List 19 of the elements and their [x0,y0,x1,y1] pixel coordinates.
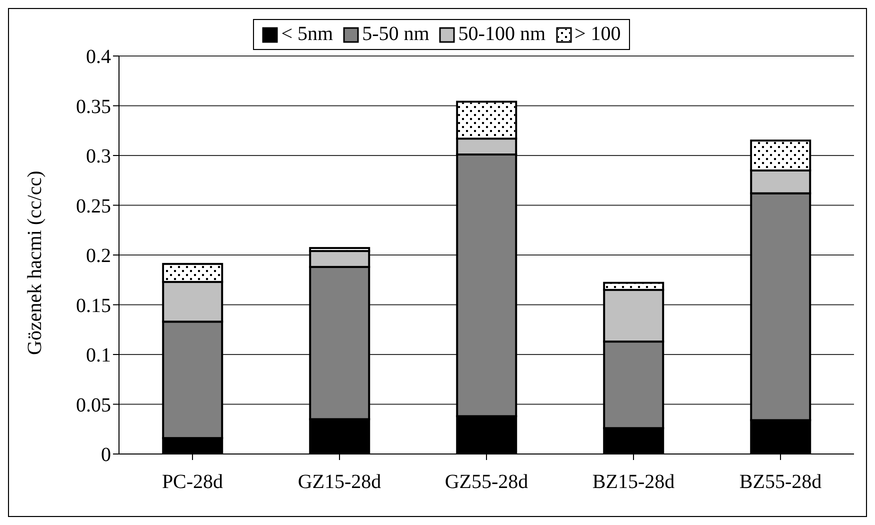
y-tick-label: 0.15 [76,294,111,317]
y-tick-label: 0 [101,444,111,466]
y-axis-title: Gözenek hacmi (cc/cc) [24,170,46,355]
legend-label: 5-50 nm [362,23,430,46]
legend-label: > 100 [574,23,621,46]
y-tick-label: 0.35 [76,96,111,118]
y-tick-label: 0.1 [86,344,111,367]
x-tick-label: GZ55-28d [444,471,528,494]
legend-label: < 5nm [281,23,334,46]
y-tick-label: 0.25 [76,195,111,218]
x-tick-label: BZ55-28d [739,471,822,494]
x-tick-label: PC-28d [162,471,224,494]
x-tick-label: BZ15-28d [592,471,675,494]
x-tick-label: GZ15-28d [298,471,382,494]
legend-label: 50-100 nm [458,23,546,46]
y-tick-label: 0.2 [86,245,111,268]
y-tick-label: 0.05 [76,394,111,416]
y-tick-label: 0.3 [86,146,111,168]
y-tick-label: 0.4 [86,46,111,68]
